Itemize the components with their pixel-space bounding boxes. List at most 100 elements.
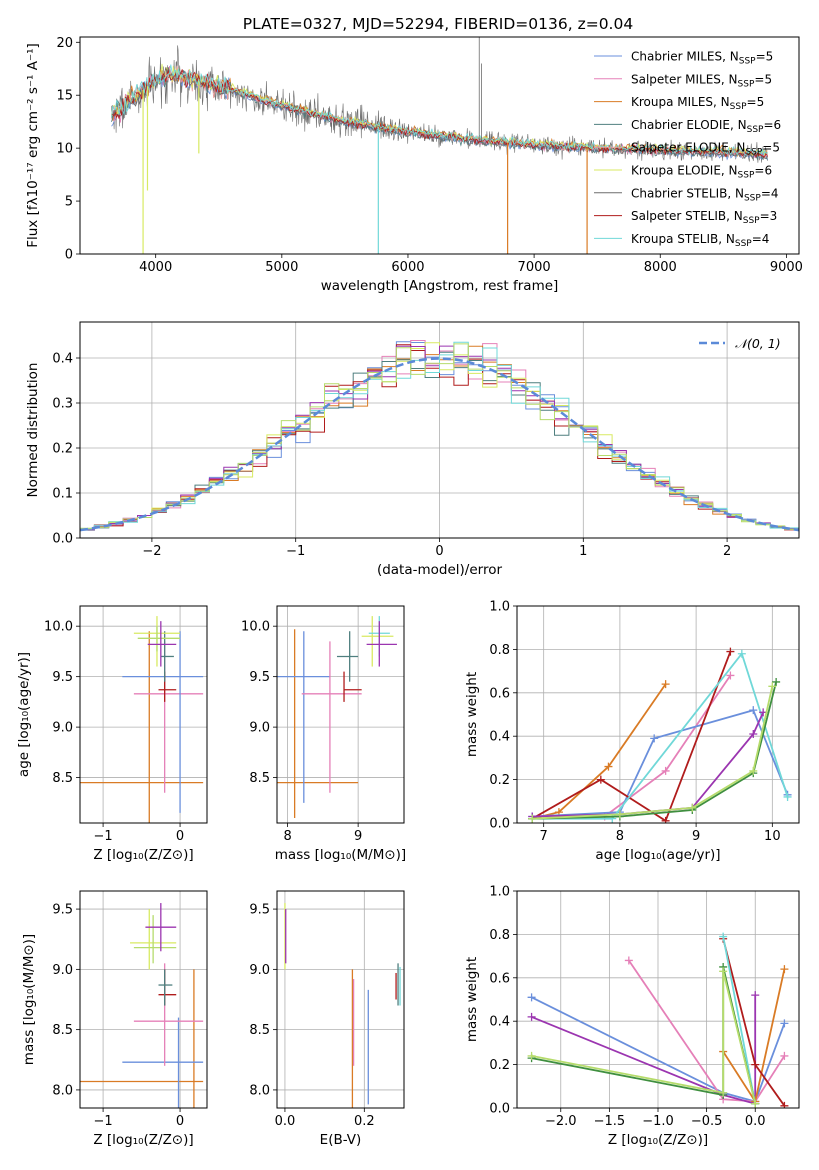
x-axis-label: Z [log₁₀(Z/Z⊙)] [608, 1132, 708, 1148]
x-tick-label: 6000 [391, 260, 424, 275]
errorbar-point [277, 631, 330, 803]
y-tick-label: 8.5 [249, 771, 270, 786]
y-tick-label: 1.0 [489, 600, 510, 615]
y-axis-label: Normed distribution [25, 363, 41, 498]
plus-marker [749, 706, 758, 715]
plus-marker [719, 1088, 728, 1097]
legend-label-eq: =6 [763, 118, 781, 132]
model-spectrum [111, 64, 768, 156]
x-tick-label: −1.5 [594, 1114, 626, 1129]
y-axis-label: mass weight [464, 957, 480, 1042]
legend-label-base: Salpeter STELIB, N [631, 209, 743, 223]
plus-marker [726, 647, 735, 656]
mass-weight-line [531, 995, 757, 1105]
mass-weight-line [531, 683, 667, 820]
plus-marker [528, 814, 537, 823]
plus-marker [719, 932, 728, 941]
x-axis-label: Z [log₁₀(Z/Z⊙)] [93, 847, 193, 863]
axes-frame [79, 890, 208, 1109]
plus-marker [661, 816, 670, 823]
axes-frame [79, 36, 800, 255]
y-tick-label: 0.2 [489, 1058, 510, 1073]
plus-marker [751, 1099, 760, 1108]
errorbar-point [336, 631, 359, 682]
x-tick-label: 0.0 [745, 1114, 766, 1129]
age-vs-metallicity-chart: −1 0 8.5 9.0 9.5 10.0 Z [log₁₀(Z/Z⊙)] age [log₁… [16, 605, 208, 863]
legend-label: Chabrier STELIB, NSSP=4 [631, 186, 779, 203]
plus-marker [661, 766, 670, 775]
plot-area [80, 616, 204, 823]
y-tick-label: 0.3 [52, 397, 73, 412]
legend-label: Kroupa ELODIE, NSSP=6 [631, 164, 772, 181]
x-tick-label: −1 [94, 1114, 113, 1129]
x-tick-label: 7 [540, 829, 548, 844]
plot-area [80, 903, 204, 1108]
legend-label: Chabrier MILES, NSSP=5 [631, 50, 773, 67]
errorbar-point [160, 631, 174, 682]
legend-label: Salpeter ELODIE, NSSP=5 [631, 141, 780, 158]
x-tick-label: −2.0 [545, 1114, 577, 1129]
x-tick-label: 2 [723, 544, 731, 559]
model-spectrum [111, 69, 768, 158]
errorbar-point [122, 631, 204, 813]
plus-marker [719, 967, 728, 976]
y-tick-label: 8.5 [249, 1023, 270, 1038]
errorbar-point [80, 631, 204, 823]
axes-frame [516, 605, 800, 824]
residuals-histogram: −2 −1 0 1 2 0.0 0.1 0.2 0.3 0.4 (data-model)/error… [25, 321, 800, 578]
legend-label-base: Chabrier MILES, N [631, 50, 739, 64]
errorbar-point [277, 629, 359, 818]
x-tick-label: −2 [142, 544, 161, 559]
mass-weight-line [531, 971, 757, 1104]
y-tick-label: 0.4 [52, 352, 73, 367]
y-tick-label: 1.0 [489, 885, 510, 900]
y-tick-label: 9.0 [52, 963, 73, 978]
legend-label-sub: SSP [744, 193, 761, 203]
x-tick-label: 8 [283, 829, 291, 844]
axes-frame [79, 605, 208, 824]
x-axis-label: age [log₁₀(age/yr)] [595, 847, 720, 863]
x-tick-label: −1 [94, 829, 113, 844]
x-tick-label: 9000 [770, 260, 803, 275]
y-tick-label: 0.6 [489, 971, 510, 986]
y-tick-label: 0 [65, 248, 73, 263]
plus-marker [780, 1051, 789, 1060]
x-tick-label: 10 [764, 829, 781, 844]
plot-area [527, 932, 789, 1108]
y-tick-label: 9.5 [52, 903, 73, 918]
legend-label-sub: SSP [747, 125, 764, 135]
errorbar-point [301, 641, 362, 793]
legend-label-base: Kroupa STELIB, N [631, 232, 735, 246]
plus-marker [780, 1019, 789, 1028]
legend-label: 𝒩(0, 1) [735, 336, 781, 351]
plus-marker [780, 1101, 789, 1108]
y-tick-label: 0.8 [489, 928, 510, 943]
y-axis-label: Flux [fλ10⁻¹⁷ erg cm⁻² s⁻¹ A⁻¹] [25, 43, 41, 248]
y-tick-label: 0.6 [489, 686, 510, 701]
plus-marker [737, 649, 746, 658]
x-tick-label: 0.2 [354, 1114, 375, 1129]
legend-label-eq: =5 [754, 72, 772, 86]
errorbar-point [137, 626, 181, 652]
legend-label-base: Salpeter MILES, N [631, 72, 738, 86]
x-tick-label: 0 [176, 829, 184, 844]
legend-label-sub: SSP [738, 79, 755, 89]
x-tick-label: 9 [354, 829, 362, 844]
y-tick-label: 10.0 [241, 620, 270, 635]
plus-marker [596, 775, 605, 784]
mass-weight-line [532, 711, 765, 818]
y-axis-label: mass weight [464, 672, 480, 757]
legend-label-eq: =3 [760, 209, 778, 223]
x-tick-label: −1 [286, 544, 305, 559]
mass-weight-line [628, 959, 786, 1103]
spectrum-chart: 4000 5000 6000 7000 8000 9000 0 5 10 15 20 waveleng… [25, 36, 803, 294]
mass-weight-line [531, 651, 732, 823]
plus-marker [780, 965, 789, 974]
legend-label-base: Chabrier STELIB, N [631, 186, 744, 200]
errorbar-point [147, 621, 177, 667]
plus-marker [751, 991, 760, 1000]
x-tick-label: 0.0 [275, 1114, 296, 1129]
legend-label-sub: SSP [730, 102, 747, 112]
figure-title: PLATE=0327, MJD=52294, FIBERID=0136, z=0… [243, 15, 633, 33]
